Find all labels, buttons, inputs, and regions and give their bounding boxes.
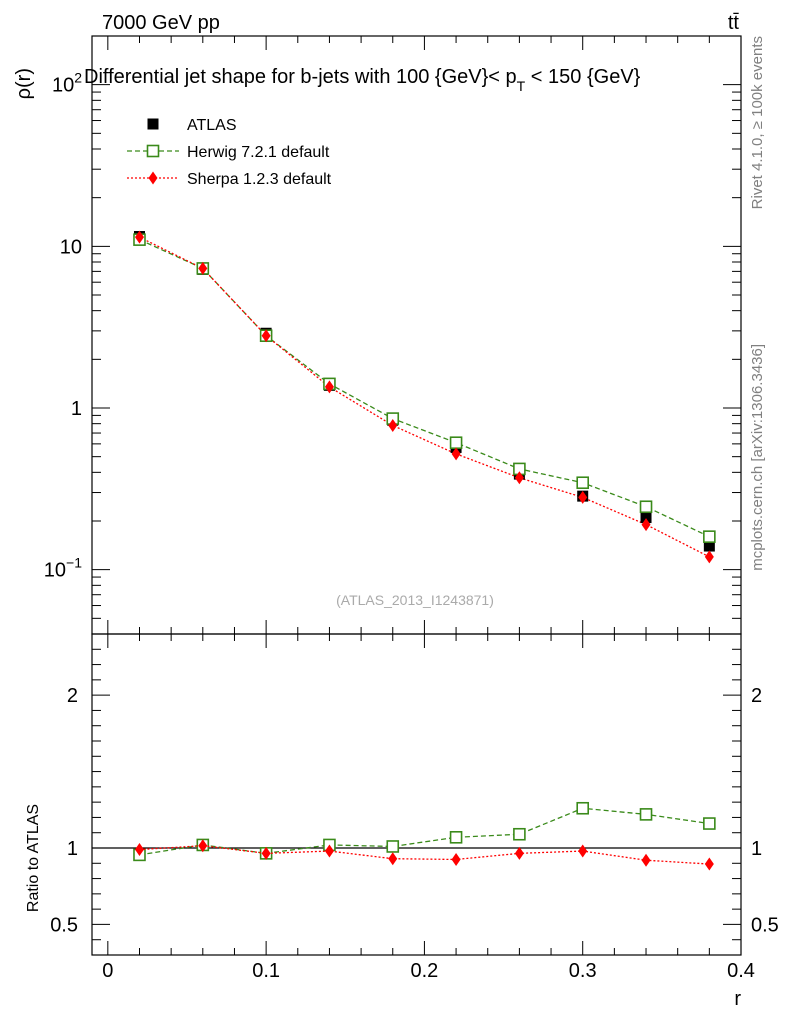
sherpa-point [324,380,334,394]
legend: ATLAS Herwig 7.2.1 default Sherpa 1.2.3 de… [127,117,332,188]
ratio-point-sherpa [388,852,398,866]
ratio-point-herwig [386,840,400,853]
sherpa-point [134,230,144,244]
ratio-line-herwig [139,807,710,856]
atlas-data-point [640,512,652,524]
y-tick-label: 1 [71,398,82,420]
y-tick-exponent: 2 [74,70,82,86]
legend-marker [147,118,159,130]
herwig-point [639,500,653,514]
ratio-plot-frame [91,633,742,956]
x-tick-label: 0.2 [411,960,439,982]
herwig-point [576,476,590,490]
ratio-axis-label: Ratio to ATLAS [25,804,42,912]
ratio-point-sherpa [514,846,524,860]
ratio-line-sherpa [139,845,710,865]
y-axis-label: ρ(r) [13,68,35,99]
herwig-point [449,436,463,450]
plot-title: Differential jet shape for b-jets with 1… [84,66,641,94]
y-tick-base: 1 [71,398,82,420]
ratio-point-herwig [449,830,463,844]
ratio-point-sherpa [704,857,714,871]
ratio-point-sherpa [451,852,461,866]
legend-label: ATLAS [187,117,237,134]
source-text: mcplots.cern.ch [arXiv:1306.3436] [749,344,766,571]
ratio-tick-label-right: 1 [751,838,762,860]
ratio-point-herwig [576,801,590,815]
ratio-point-herwig [513,827,526,841]
sherpa-point [578,490,588,504]
sherpa-point [451,447,461,461]
ratio-tick-label-right: 0.5 [751,914,779,936]
atlas-data-point [703,540,715,552]
series-line-herwig [139,239,710,538]
sherpa-point [514,471,524,485]
legend-label: Sherpa 1.2.3 default [187,171,332,188]
plot-title-main: Differential jet shape for b-jets with 1… [84,66,517,88]
ratio-point-herwig [639,808,653,821]
x-tick-label: 0 [102,960,113,982]
sherpa-point [388,418,398,432]
sherpa-point [704,550,714,564]
ratio-tick-label: 2 [67,685,78,707]
x-tick-label: 0.1 [252,960,280,982]
x-tick-label: 0.4 [727,960,755,982]
y-tick-label: 102 [52,70,82,97]
process-label: tt̄ [728,12,740,34]
ratio-panel [91,633,742,956]
ratio-tick-label: 1 [67,838,78,860]
plot-title-tail: < 150 {GeV} [525,66,640,88]
x-axis-label: r [734,988,741,1010]
ratio-point-sherpa [578,844,588,858]
y-tick-label: 10 [60,236,82,258]
sherpa-point [198,261,208,275]
energy-label: 7000 GeV pp [102,12,220,34]
ratio-point-sherpa [261,846,271,860]
y-tick-label: 10−1 [44,555,82,582]
chart-marks [133,230,716,871]
rivet-version-text: Rivet 4.1.0, ≥ 100k events [749,36,766,209]
legend-marker [148,171,158,185]
ratio-point-herwig [703,817,716,830]
ratio-tick-label-right: 2 [751,685,762,707]
ratio-point-sherpa [324,844,334,858]
ratio-point-sherpa [641,853,651,867]
y-tick-base: 10 [60,236,82,258]
sherpa-point [261,329,271,343]
analysis-watermark: (ATLAS_2013_I1243871) [336,592,494,608]
ratio-point-sherpa [134,843,144,857]
herwig-point [703,530,716,543]
y-tick-base: 10 [52,75,74,97]
y-tick-base: 10 [44,560,66,582]
ratio-point-sherpa [198,839,208,853]
sherpa-point [641,518,651,532]
series-line-sherpa [139,236,710,558]
legend-label: Herwig 7.2.1 default [187,144,330,161]
plot-title-subscript: T [517,78,526,94]
y-tick-exponent: −1 [66,555,82,571]
ratio-tick-label: 0.5 [50,914,78,936]
x-tick-label: 0.3 [569,960,597,982]
legend-marker [146,144,160,158]
